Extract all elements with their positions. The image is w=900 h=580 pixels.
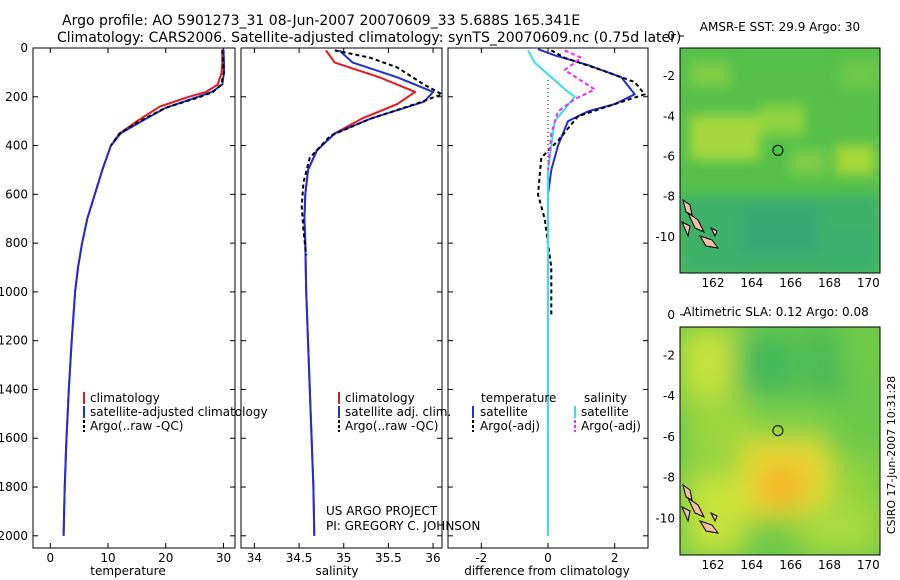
map-x-tick-label: 166 (779, 276, 802, 290)
map-y-tick-label: -6 (663, 430, 675, 444)
sla-map-texture (680, 327, 880, 555)
legend-label-argo: Argo(..raw -QC) (90, 419, 183, 433)
map-y-tick-label: -2 (663, 69, 675, 83)
legend-label-satellite: satellite adj. clim. (345, 405, 451, 419)
map-y-tick-label: 0 (667, 308, 675, 322)
map-x-tick-label: 162 (702, 276, 725, 290)
map-y-tick-label: -4 (663, 389, 675, 403)
x-tick-label: 34.5 (286, 551, 313, 565)
title-line-2: Climatology: CARS2006. Satellite-adjuste… (57, 30, 681, 46)
series-line (110, 50, 225, 147)
y-tick-label: 400 (5, 139, 28, 153)
y-tick-label: 0 (20, 41, 28, 55)
project-pi: PI: GREGORY C. JOHNSON (326, 519, 480, 533)
salinity-panel (240, 47, 443, 549)
legend-label-argo-temperature: Argo(-adj) (480, 419, 540, 433)
y-tick-label: 1200 (0, 334, 28, 348)
difference-legend: temperature salinity satellite Argo(-adj… (472, 391, 641, 433)
legend-label-satellite-temperature: satellite (480, 405, 528, 419)
y-tick-label: 1400 (0, 382, 28, 396)
series-line (537, 49, 646, 317)
project-name: US ARGO PROJECT (326, 504, 438, 518)
map-x-tick-label: 164 (740, 276, 763, 290)
temperature-series (62, 49, 225, 536)
map-x-tick-label: 170 (857, 558, 880, 572)
series-line (547, 49, 596, 171)
x-tick-label: 35 (336, 551, 351, 565)
temperature-xlabel: temperature (90, 564, 165, 578)
map-y-tick-label: -4 (663, 109, 675, 123)
y-tick-label: 800 (5, 236, 28, 250)
map-y-tick-label: 0 (667, 29, 675, 43)
y-tick-label: 200 (5, 90, 28, 104)
x-tick-label: 34 (247, 551, 262, 565)
series-line (300, 49, 442, 256)
y-tick-label: 1800 (0, 480, 28, 494)
difference-xlabel: difference from climatology (464, 564, 630, 578)
y-tick-label: 600 (5, 187, 28, 201)
map-y-tick-label: -2 (663, 349, 675, 363)
map-y-tick-label: -8 (663, 190, 675, 204)
x-tick-label: 30 (216, 551, 231, 565)
sst-map (680, 48, 880, 273)
legend-label-climatology: climatology (90, 391, 160, 405)
map-y-tick-label: -6 (663, 149, 675, 163)
difference-series (527, 48, 646, 536)
map-x-tick-label: 162 (702, 558, 725, 572)
sla-map-title: Altimetric SLA: 0.12 Argo: 0.08 (683, 305, 868, 319)
temperature-panel (32, 47, 236, 549)
sst-map-texture (680, 60, 880, 273)
axis-ticks: 0 10 20 30020040060080010001200140016001800… (0, 29, 880, 572)
series-line (303, 49, 435, 536)
sst-map-islands (681, 198, 720, 249)
map-y-tick-label: -10 (655, 230, 675, 244)
map-y-tick-label: -8 (663, 471, 675, 485)
sla-map-islands (681, 483, 720, 534)
sst-map-title: AMSR-E SST: 29.9 Argo: 30 (700, 20, 860, 34)
title-line-1: Argo profile: AO 5901273_31 08-Jun-2007 … (62, 13, 580, 29)
x-tick-label: 0 (544, 551, 552, 565)
sst-map-frame (679, 47, 881, 274)
salinity-xlabel: salinity (315, 564, 358, 578)
salinity-legend: climatology satellite adj. clim. Argo(..… (338, 391, 451, 433)
map-x-tick-label: 166 (779, 558, 802, 572)
legend-head-salinity: salinity (584, 391, 627, 405)
sst-argo-position-marker (772, 144, 784, 156)
sla-argo-position-marker (772, 425, 784, 437)
map-y-tick-label: -10 (655, 511, 675, 525)
legend-label-argo-salinity: Argo(-adj) (581, 419, 641, 433)
salinity-series (300, 49, 442, 536)
legend-label-satellite: satellite-adjusted climatology (90, 405, 268, 419)
footer-timestamp: CSIRO 17-Jun-2007 10:31:28 (885, 376, 898, 534)
sla-map (680, 327, 880, 555)
map-x-tick-label: 168 (818, 276, 841, 290)
map-x-tick-label: 170 (857, 276, 880, 290)
x-tick-label: 20 (158, 551, 173, 565)
x-tick-label: 10 (100, 551, 115, 565)
legend-head-temperature: temperature (481, 391, 556, 405)
y-tick-label: 1000 (0, 285, 28, 299)
map-x-tick-label: 168 (818, 558, 841, 572)
y-tick-label: 2000 (0, 529, 28, 543)
sla-map-frame (679, 326, 881, 556)
legend-label-satellite-salinity: satellite (581, 405, 629, 419)
x-tick-label: 2 (611, 551, 619, 565)
y-tick-label: 1600 (0, 431, 28, 445)
legend-label-argo: Argo(..raw -QC) (345, 419, 438, 433)
temperature-legend: climatology satellite-adjusted climatolo… (83, 391, 268, 433)
x-tick-label: 36 (425, 551, 440, 565)
map-x-tick-label: 164 (740, 558, 763, 572)
x-tick-label: -2 (475, 551, 487, 565)
legend-label-climatology: climatology (345, 391, 415, 405)
x-tick-label: 35.5 (375, 551, 402, 565)
x-tick-label: 0 (46, 551, 54, 565)
